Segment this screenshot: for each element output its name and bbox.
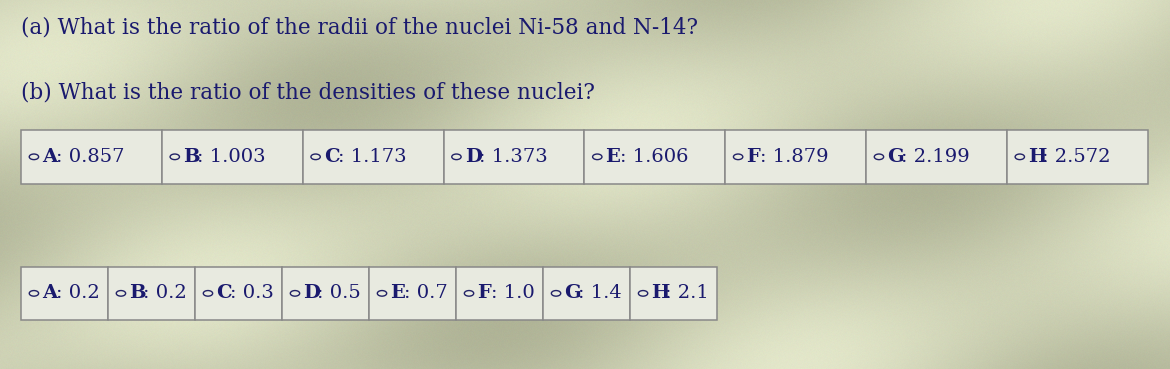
Text: : 1.003: : 1.003 — [197, 148, 266, 166]
Text: : 2.572: : 2.572 — [1042, 148, 1110, 166]
Bar — [21, 130, 161, 184]
Bar — [725, 130, 866, 184]
Bar — [108, 266, 195, 320]
Bar — [303, 130, 443, 184]
Text: (b) What is the ratio of the densities of these nuclei?: (b) What is the ratio of the densities o… — [21, 81, 594, 103]
Bar — [584, 130, 725, 184]
Bar — [456, 266, 543, 320]
Text: F: F — [477, 284, 491, 302]
Text: : 0.7: : 0.7 — [405, 284, 448, 302]
Bar — [161, 130, 303, 184]
Text: E: E — [391, 284, 405, 302]
Text: : 1.0: : 1.0 — [491, 284, 535, 302]
Bar — [631, 266, 717, 320]
Text: : 1.4: : 1.4 — [578, 284, 622, 302]
Bar — [282, 266, 370, 320]
Text: H: H — [1028, 148, 1046, 166]
Text: B: B — [183, 148, 200, 166]
Text: G: G — [564, 284, 580, 302]
Text: : 2.199: : 2.199 — [901, 148, 970, 166]
Text: : 0.2: : 0.2 — [56, 284, 99, 302]
Text: D: D — [303, 284, 321, 302]
Text: : 1.606: : 1.606 — [620, 148, 688, 166]
Text: A: A — [42, 284, 57, 302]
Text: : 1.173: : 1.173 — [338, 148, 406, 166]
Text: : 0.2: : 0.2 — [143, 284, 187, 302]
Text: B: B — [129, 284, 146, 302]
Bar — [370, 266, 456, 320]
Text: C: C — [324, 148, 339, 166]
Text: C: C — [216, 284, 232, 302]
Text: A: A — [42, 148, 57, 166]
Text: : 1.373: : 1.373 — [479, 148, 548, 166]
Text: : 0.5: : 0.5 — [317, 284, 362, 302]
Bar — [443, 130, 584, 184]
Text: : 0.857: : 0.857 — [56, 148, 125, 166]
Text: : 0.3: : 0.3 — [230, 284, 274, 302]
Text: (a) What is the ratio of the radii of the nuclei Ni-58 and N-14?: (a) What is the ratio of the radii of th… — [21, 17, 698, 39]
Text: E: E — [606, 148, 620, 166]
Bar — [195, 266, 282, 320]
Text: : 1.879: : 1.879 — [760, 148, 830, 166]
Bar — [866, 130, 1007, 184]
Text: H: H — [652, 284, 669, 302]
Text: G: G — [887, 148, 903, 166]
Text: F: F — [746, 148, 760, 166]
Bar — [21, 266, 108, 320]
Bar — [1007, 130, 1148, 184]
Text: D: D — [464, 148, 482, 166]
Bar — [543, 266, 631, 320]
Text: : 2.1: : 2.1 — [666, 284, 709, 302]
